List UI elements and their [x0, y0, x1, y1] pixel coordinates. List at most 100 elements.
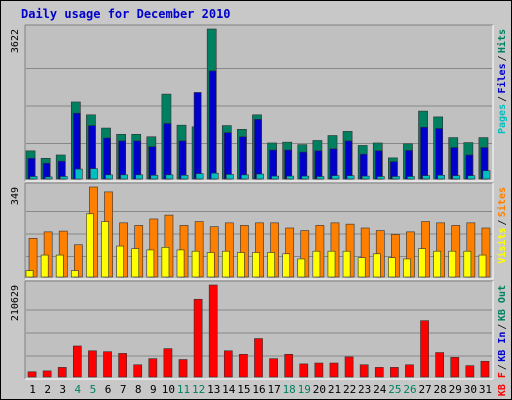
bar-pages-day-15: [241, 174, 249, 180]
x-tick-label-day-19: 19: [298, 383, 311, 396]
bar-visits-day-11: [176, 249, 185, 278]
bar-visits-day-18: [282, 253, 291, 278]
panel-1-max-label: 3622: [10, 29, 21, 53]
bar-pages-day-14: [225, 174, 234, 180]
x-tick-label-day-10: 10: [162, 383, 175, 396]
panel-1-legend-hits: Hits: [496, 29, 508, 53]
panel-3-legend-kb-in: KB In: [497, 332, 508, 362]
bar-kb-f-day-2: [42, 370, 52, 378]
bar-kb-f-day-29: [450, 357, 460, 378]
bar-kb-f-day-6: [103, 351, 112, 378]
bar-visits-day-23: [357, 257, 366, 278]
x-tick-label-day-20: 20: [313, 383, 326, 396]
x-tick-label-day-8: 8: [135, 383, 142, 396]
bar-kb-f-day-30: [465, 365, 475, 378]
bar-kb-f-day-10: [163, 348, 173, 378]
x-tick-label-day-27: 27: [418, 383, 431, 396]
bar-visits-day-20: [312, 250, 321, 278]
x-tick-label-day-21: 21: [328, 383, 341, 396]
bar-kb-f-day-11: [178, 359, 188, 378]
bar-kb-f-day-31: [480, 360, 490, 378]
chart-title: Daily usage for December 2010: [21, 7, 231, 21]
bar-kb-f-day-12: [193, 298, 203, 378]
panel-2-legend-visits: Visits: [496, 228, 508, 264]
bar-visits-day-4: [70, 270, 79, 278]
bar-kb-f-day-28: [435, 352, 445, 378]
bar-files-day-18: [284, 149, 293, 180]
panel-2-legend-separator: /: [497, 220, 508, 226]
bar-files-day-1: [27, 157, 36, 180]
bar-files-day-17: [269, 149, 277, 180]
bar-files-day-9: [148, 146, 157, 180]
bar-kb-f-day-25: [390, 367, 399, 378]
bar-pages-day-21: [331, 175, 340, 180]
bar-visits-day-12: [191, 250, 200, 278]
x-tick-label-day-30: 30: [464, 383, 477, 396]
x-tick-label-day-18: 18: [283, 383, 296, 396]
bar-pages-day-22: [346, 175, 355, 180]
bar-visits-day-15: [237, 252, 245, 278]
bar-visits-day-22: [342, 250, 351, 278]
bar-kb-f-day-22: [344, 356, 354, 378]
bar-pages-day-8: [135, 174, 144, 180]
bar-pages-day-12: [195, 173, 204, 180]
bar-kb-f-day-9: [148, 358, 158, 378]
x-tick-label-day-28: 28: [434, 383, 447, 396]
x-tick-label-day-5: 5: [90, 383, 97, 396]
bar-kb-f-day-3: [57, 367, 67, 378]
bar-kb-f-day-16: [254, 338, 263, 378]
bar-pages-day-25: [392, 176, 400, 180]
bar-files-day-27: [420, 126, 428, 180]
x-tick-label-day-25: 25: [388, 383, 401, 396]
x-tick-label-day-23: 23: [358, 383, 371, 396]
x-tick-label-day-3: 3: [59, 383, 66, 396]
x-tick-label-day-15: 15: [237, 383, 250, 396]
bar-kb-f-day-4: [72, 345, 82, 378]
bar-visits-day-31: [478, 254, 487, 278]
bar-visits-day-13: [206, 252, 215, 278]
bar-visits-day-16: [252, 252, 260, 278]
bar-files-day-16: [254, 119, 262, 180]
bar-visits-day-14: [221, 250, 230, 278]
panel-3-max-label: 210629: [10, 285, 21, 321]
bar-pages-day-23: [361, 175, 370, 180]
bar-files-day-11: [178, 140, 187, 180]
bar-pages-day-28: [437, 174, 446, 180]
bar-kb-f-day-26: [405, 364, 414, 378]
bar-pages-day-9: [150, 174, 159, 180]
x-tick-label-day-6: 6: [105, 383, 112, 396]
x-tick-label-day-26: 26: [403, 383, 416, 396]
bar-visits-day-19: [297, 258, 306, 278]
bar-visits-day-3: [55, 254, 64, 278]
bar-files-day-21: [329, 148, 338, 180]
bar-kb-f-day-18: [284, 353, 294, 378]
bar-visits-day-29: [448, 250, 457, 278]
x-tick-label-day-12: 12: [192, 383, 205, 396]
panel-1-legend-separator: /: [497, 55, 508, 61]
bar-files-day-24: [374, 150, 383, 180]
x-tick-label-day-9: 9: [150, 383, 157, 396]
bar-visits-day-9: [146, 249, 155, 278]
bar-pages-day-16: [256, 173, 264, 180]
bar-visits-day-24: [372, 253, 381, 278]
bar-pages-day-20: [316, 176, 325, 180]
bar-files-day-26: [405, 150, 413, 180]
x-tick-label-day-31: 31: [479, 383, 492, 396]
bar-visits-day-7: [116, 245, 124, 278]
x-tick-label-day-4: 4: [75, 383, 82, 396]
bar-files-day-23: [359, 153, 368, 180]
bar-files-day-10: [163, 123, 172, 180]
bar-files-day-15: [239, 136, 247, 180]
bar-pages-day-1: [29, 176, 38, 180]
x-tick-label-day-29: 29: [449, 383, 462, 396]
bar-files-day-20: [314, 150, 323, 180]
panel-3-legend-separator: /: [497, 364, 508, 370]
bar-pages-day-3: [59, 176, 68, 180]
bar-pages-day-17: [271, 175, 279, 180]
bar-visits-day-5: [86, 213, 94, 278]
bar-pages-day-11: [180, 174, 189, 180]
bar-pages-day-5: [90, 168, 98, 180]
bar-kb-f-day-15: [239, 353, 248, 378]
